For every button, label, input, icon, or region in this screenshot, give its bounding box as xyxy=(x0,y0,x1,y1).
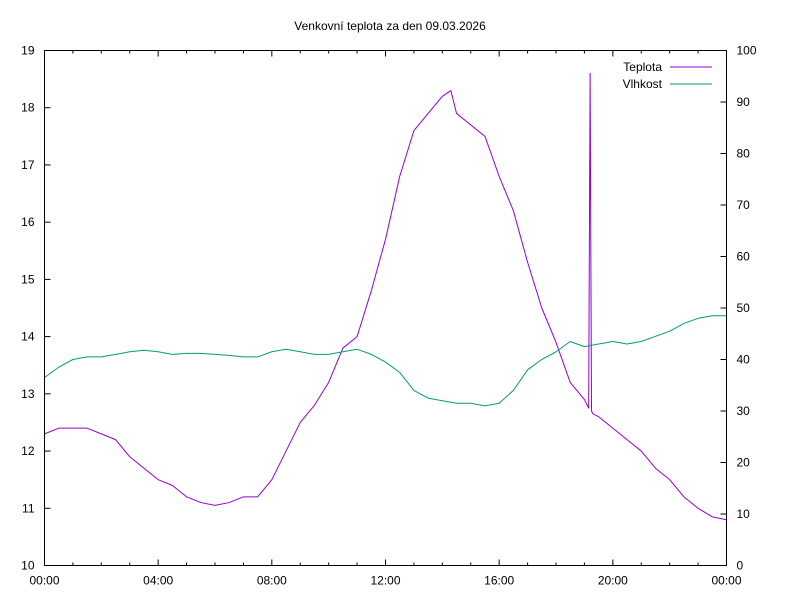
x-tick-label: 16:00 xyxy=(484,574,514,588)
y-tick-label: 15 xyxy=(21,272,35,286)
ticks-layer: 10 11 12 13 14 15 16 17 18 19 0 10 20 30 40 50 60 70 80 90 1… xyxy=(21,44,757,588)
legend-label-vlhkost: Vlhkost xyxy=(623,77,663,91)
x-tick-label: 04:00 xyxy=(143,574,173,588)
y-tick-label: 11 xyxy=(22,501,35,515)
y-tick-label: 13 xyxy=(21,387,35,401)
y2-tick-label: 70 xyxy=(737,198,751,212)
legend-label-teplota: Teplota xyxy=(623,60,662,74)
y2-tick-label: 30 xyxy=(737,404,751,418)
x-tick-label: 00:00 xyxy=(711,574,741,588)
x-tick-label: 12:00 xyxy=(370,574,400,588)
series-layer xyxy=(44,72,727,521)
y2-tick-label: 20 xyxy=(737,456,751,470)
y-tick-label: 10 xyxy=(21,559,35,573)
y2-tick-label: 40 xyxy=(737,353,751,367)
legend: Teplota Vlhkost xyxy=(623,60,712,91)
y2-tick-label: 90 xyxy=(737,95,751,109)
y-tick-label: 19 xyxy=(21,44,35,58)
chart-title: Venkovní teplota za den 09.03.2026 xyxy=(294,19,486,33)
y2-tick-label: 100 xyxy=(737,44,757,58)
x-tick-label: 00:00 xyxy=(29,574,59,588)
y-tick-label: 17 xyxy=(21,158,35,172)
y2-tick-label: 50 xyxy=(737,301,751,315)
y2-tick-label: 80 xyxy=(737,147,751,161)
series-line-vlhkost xyxy=(44,315,727,407)
y2-tick-label: 60 xyxy=(737,250,751,264)
y-tick-label: 16 xyxy=(21,215,35,229)
y-tick-label: 14 xyxy=(21,330,35,344)
x-tick-label: 20:00 xyxy=(598,574,628,588)
y2-tick-label: 0 xyxy=(737,559,744,573)
series-line-teplota xyxy=(44,72,727,521)
x-tick-label: 08:00 xyxy=(257,574,287,588)
y2-tick-label: 10 xyxy=(737,507,751,521)
y-tick-label: 18 xyxy=(21,101,35,115)
y-tick-label: 12 xyxy=(21,444,35,458)
